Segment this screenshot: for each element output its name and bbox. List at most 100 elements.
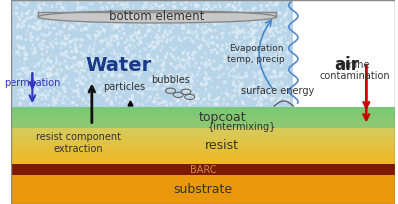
Point <box>106 21 112 24</box>
Point <box>166 25 173 28</box>
Point <box>29 88 35 92</box>
Text: {intermixing}: {intermixing} <box>207 122 276 133</box>
Point <box>29 64 35 67</box>
Point <box>141 57 148 61</box>
Point <box>67 40 74 43</box>
Point <box>136 74 142 77</box>
Bar <box>11 132 395 133</box>
Point <box>191 10 197 13</box>
Point <box>203 72 209 75</box>
Point <box>60 77 66 80</box>
Point <box>30 43 36 47</box>
Point <box>109 21 115 25</box>
Bar <box>11 154 395 155</box>
Point <box>131 44 137 47</box>
Point <box>50 82 57 85</box>
Point <box>206 28 212 31</box>
Point <box>285 50 291 53</box>
Point <box>144 61 150 65</box>
Point <box>276 48 283 51</box>
Bar <box>11 115 395 116</box>
Point <box>47 72 54 75</box>
Point <box>192 50 199 54</box>
Point <box>266 24 273 27</box>
Point <box>236 17 242 20</box>
Bar <box>11 145 395 146</box>
Point <box>73 45 79 49</box>
Point <box>177 75 183 78</box>
Point <box>72 42 78 46</box>
Point <box>188 75 194 78</box>
Point <box>209 86 215 89</box>
Point <box>174 24 180 27</box>
Point <box>278 91 284 94</box>
Point <box>173 68 179 71</box>
Point <box>269 32 276 35</box>
Point <box>128 97 134 100</box>
Point <box>135 37 141 40</box>
Point <box>250 31 256 34</box>
Point <box>113 26 120 29</box>
Point <box>68 50 74 53</box>
Point <box>273 21 279 24</box>
Point <box>256 36 263 40</box>
Point <box>247 95 253 99</box>
Point <box>65 41 72 44</box>
Point <box>114 37 121 40</box>
Point <box>269 13 275 17</box>
Point <box>119 75 125 78</box>
Point <box>154 83 160 86</box>
Point <box>119 36 125 40</box>
Point <box>76 65 82 69</box>
Point <box>114 35 120 38</box>
Point <box>119 102 126 105</box>
Point <box>193 4 199 7</box>
Point <box>258 78 265 81</box>
Point <box>144 54 150 57</box>
Point <box>113 92 120 95</box>
Point <box>142 16 148 19</box>
Point <box>131 22 138 25</box>
Point <box>195 73 201 76</box>
Point <box>86 50 92 53</box>
Point <box>86 73 92 76</box>
Point <box>239 99 245 102</box>
Point <box>28 16 34 19</box>
Point <box>278 72 284 75</box>
Point <box>258 9 264 12</box>
Point <box>69 57 76 60</box>
Point <box>102 59 109 62</box>
Point <box>38 85 44 89</box>
Point <box>184 20 191 23</box>
Point <box>114 13 121 16</box>
Point <box>35 28 41 31</box>
Point <box>31 80 38 83</box>
Point <box>101 10 107 13</box>
Bar <box>11 113 395 114</box>
Point <box>163 11 170 14</box>
Point <box>276 58 283 62</box>
Point <box>261 18 267 21</box>
Point <box>139 35 145 39</box>
Point <box>269 56 275 59</box>
Point <box>45 84 51 88</box>
Point <box>190 101 197 104</box>
Point <box>226 3 232 6</box>
Point <box>253 72 259 75</box>
Point <box>162 31 168 35</box>
Point <box>251 97 258 100</box>
Point <box>182 50 188 53</box>
Point <box>105 43 111 46</box>
Point <box>236 75 242 78</box>
Point <box>30 82 37 85</box>
Point <box>15 23 21 26</box>
Point <box>50 91 57 94</box>
Point <box>278 41 285 44</box>
Point <box>127 13 133 17</box>
Point <box>256 29 262 32</box>
Point <box>281 87 287 90</box>
Point <box>116 73 123 76</box>
Point <box>175 100 181 103</box>
Point <box>41 44 48 47</box>
Point <box>231 56 238 60</box>
